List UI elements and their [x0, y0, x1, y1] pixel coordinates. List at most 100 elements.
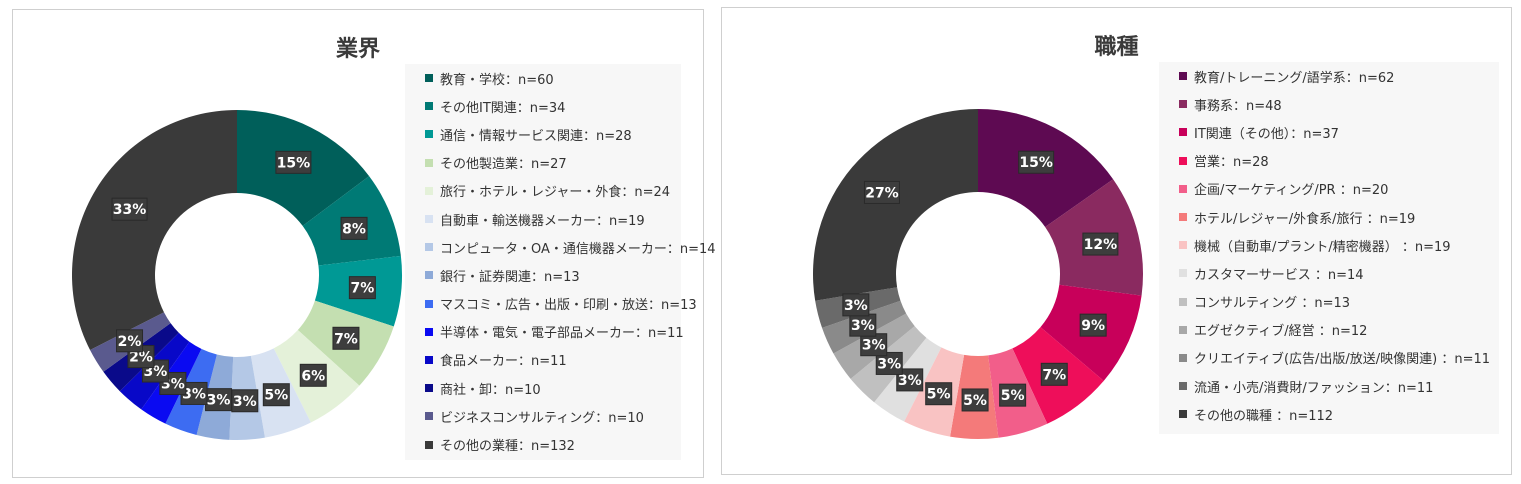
legend-swatch — [1179, 100, 1187, 109]
svg-text:3%: 3% — [844, 298, 868, 314]
legend-label: その他の職種 ：n=112 — [1194, 408, 1334, 424]
legend-swatch — [1179, 353, 1187, 362]
svg-text:5%: 5% — [963, 393, 987, 409]
legend-label: 自動車・輸送機器メーカー：n=19 — [440, 213, 645, 229]
legend-label: クリエイティブ(広告/出版/放送/映像関連) ：n=11 — [1194, 352, 1491, 368]
svg-text:5%: 5% — [1001, 388, 1025, 404]
svg-text:15%: 15% — [277, 155, 311, 171]
svg-text:3%: 3% — [877, 356, 901, 372]
donut-chart-industry: 15%8%7%7%6%5%3%3%3%3%3%2%2%33% — [72, 110, 402, 440]
svg-text:27%: 27% — [865, 185, 899, 201]
legend-swatch — [425, 186, 433, 195]
data-label: 3% — [849, 313, 877, 337]
legend-item: 半導体・電気・電子部品メーカー：n=11 — [405, 318, 684, 346]
chart-title: 職種 — [1094, 35, 1139, 60]
svg-text:3%: 3% — [233, 394, 257, 410]
legend-swatch — [425, 158, 433, 167]
data-label: 33% — [111, 197, 148, 221]
svg-text:6%: 6% — [301, 368, 325, 384]
svg-text:3%: 3% — [851, 318, 875, 334]
data-label: 3% — [205, 388, 233, 412]
legend-item: ホテル/レジャー/外食系/旅行 ：n=19 — [1159, 203, 1499, 231]
data-label: 5% — [262, 383, 290, 407]
legend-item: 銀行・証券関連：n=13 — [405, 261, 681, 289]
legend-item: 自動車・輸送機器メーカー：n=19 — [405, 205, 681, 233]
legend-item: ビジネスコンサルティング：n=10 — [405, 402, 681, 430]
data-label: 15% — [1018, 150, 1055, 174]
legend-item: 食品メーカー：n=11 — [405, 346, 681, 374]
svg-text:15%: 15% — [1019, 155, 1053, 171]
legend-item: その他の職種 ：n=112 — [1159, 400, 1499, 428]
legend-label: エグゼクティブ/経営 ：n=12 — [1194, 324, 1368, 340]
donut-slice — [813, 109, 978, 301]
legend-label: 営業：n=28 — [1194, 155, 1269, 171]
legend-item: 営業：n=28 — [1159, 147, 1499, 175]
data-label: 3% — [842, 293, 870, 317]
svg-text:33%: 33% — [113, 202, 147, 218]
data-label: 12% — [1082, 232, 1119, 256]
svg-text:2%: 2% — [118, 334, 142, 350]
svg-text:8%: 8% — [342, 221, 366, 237]
legend-label: 事務系：n=48 — [1194, 98, 1282, 114]
legend-swatch — [425, 271, 433, 280]
chart-title: 業界 — [335, 37, 380, 62]
legend-swatch — [425, 440, 433, 449]
legend-swatch — [1179, 325, 1187, 334]
legend-item: カスタマーサービス ：n=14 — [1159, 259, 1499, 287]
data-label: 5% — [961, 388, 989, 412]
legend-item: 通信・情報サービス関連：n=28 — [405, 120, 681, 148]
legend-label: 流通・小売/消費財/ファッション：n=11 — [1194, 380, 1434, 396]
svg-text:3%: 3% — [182, 386, 206, 402]
data-label: 8% — [340, 216, 368, 240]
legend-item: クリエイティブ(広告/出版/放送/映像関連) ：n=11 — [1159, 344, 1499, 372]
legend-label: ビジネスコンサルティング：n=10 — [440, 410, 644, 426]
data-label: 15% — [275, 150, 312, 174]
legend-item: 教育・学校：n=60 — [405, 64, 681, 92]
legend: 教育/トレーニング/語学系：n=62 事務系：n=48 IT関連（その他）：n=37… — [1159, 62, 1499, 434]
svg-text:3%: 3% — [898, 373, 922, 389]
legend-label: 企画/マーケティング/PR ：n=20 — [1194, 183, 1389, 199]
svg-text:7%: 7% — [350, 281, 374, 297]
legend-label: 半導体・電気・電子部品メーカー：n=11 — [440, 326, 684, 342]
legend-item: 教育/トレーニング/語学系：n=62 — [1159, 62, 1499, 90]
chart-panel-industry: 業界 15% 8% 7% 7% 6% 5% 3% 3% 3% 3% 3% 2% 2% 33% 教育・学校：… — [12, 9, 716, 478]
legend-item: その他の業種：n=132 — [405, 430, 681, 458]
legend-label: 教育・学校：n=60 — [440, 72, 554, 88]
legend-label: IT関連（その他）：n=37 — [1194, 126, 1339, 142]
legend-label: コンサルティング ：n=13 — [1194, 296, 1351, 312]
data-label: 6% — [299, 363, 327, 387]
legend-label: 銀行・証券関連：n=13 — [440, 269, 580, 285]
donut-chart-occupation: 15%12%9%7%5%5%5%3%3%3%3%3%27% — [813, 109, 1143, 440]
data-label: 3% — [860, 333, 888, 357]
donut-slice — [72, 110, 237, 351]
legend-item: エグゼクティブ/経営 ：n=12 — [1159, 316, 1499, 344]
legend-item: その他IT関連：n=34 — [405, 92, 681, 120]
legend-label: その他の業種：n=132 — [440, 439, 575, 455]
legend-swatch — [1179, 128, 1187, 137]
svg-text:3%: 3% — [862, 338, 886, 354]
legend-item: コンサルティング ：n=13 — [1159, 288, 1499, 316]
legend-label: その他IT関連：n=34 — [440, 100, 566, 116]
legend-label: コンピュータ・OA・通信機器メーカー：n=14 — [440, 241, 716, 257]
legend-swatch — [425, 327, 433, 336]
data-label: 3% — [231, 389, 259, 413]
svg-text:5%: 5% — [264, 388, 288, 404]
legend-swatch — [425, 215, 433, 224]
legend-swatch — [1179, 72, 1187, 81]
legend-swatch — [425, 384, 433, 393]
legend-item: IT関連（その他）：n=37 — [1159, 118, 1499, 146]
data-label: 2% — [116, 329, 144, 353]
data-label: 7% — [348, 276, 376, 300]
legend-swatch — [1179, 184, 1187, 193]
legend-label: 機械（自動車/プラント/精密機器） ：n=19 — [1194, 239, 1451, 255]
legend-swatch — [425, 74, 433, 83]
legend-label: 食品メーカー：n=11 — [440, 354, 567, 370]
legend-item: 企画/マーケティング/PR ：n=20 — [1159, 175, 1499, 203]
legend-swatch — [425, 355, 433, 364]
legend-item: マスコミ・広告・出版・印刷・放送：n=13 — [405, 290, 697, 318]
svg-text:5%: 5% — [927, 387, 951, 403]
legend-label: 商社・卸：n=10 — [440, 382, 541, 398]
legend-swatch — [425, 102, 433, 111]
legend-swatch — [1179, 297, 1187, 306]
legend-swatch — [425, 243, 433, 252]
